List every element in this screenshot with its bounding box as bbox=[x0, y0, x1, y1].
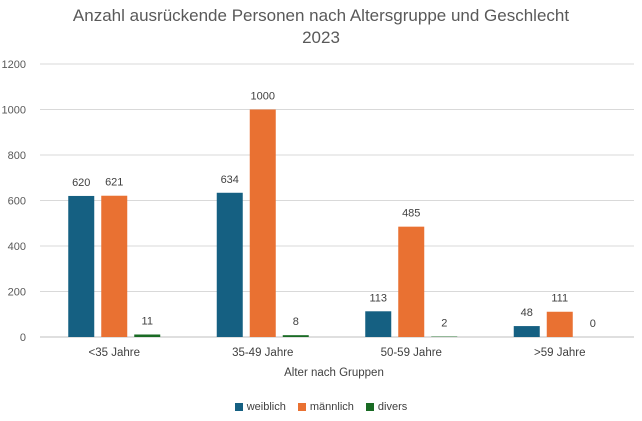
bar-weiblich-35-jahre bbox=[68, 195, 95, 337]
legend-label-maennlich: männlich bbox=[309, 401, 354, 413]
bar-m-nnlich-50-59-jahre bbox=[398, 226, 425, 337]
x-axis-ticks: <35 Jahre 35-49 Jahre 50-59 Jahre >59 Jahre bbox=[89, 347, 586, 359]
x-tick-label-35-49-jahre: 35-49 Jahre bbox=[232, 347, 293, 359]
y-tick-label-400: 400 bbox=[8, 241, 26, 253]
x-tick-label-50-59-jahre: 50-59 Jahre bbox=[381, 347, 442, 359]
bar-divers-35-jahre bbox=[134, 334, 161, 337]
bar-m-nnlich-35-49-jahre bbox=[249, 109, 276, 337]
bar-weiblich-35-49-jahre bbox=[216, 192, 243, 337]
x-axis-title: Alter nach Gruppen bbox=[284, 367, 384, 379]
y-tick-label-200: 200 bbox=[8, 287, 26, 299]
y-tick-label-800: 800 bbox=[8, 150, 26, 162]
bar-m-nnlich-59-jahre bbox=[546, 311, 573, 337]
bar-m-nnlich-35-jahre bbox=[101, 195, 128, 337]
bar-weiblich-50-59-jahre bbox=[365, 311, 392, 337]
legend-swatch-weiblich bbox=[234, 403, 243, 411]
data-label-m-nnlich-35-jahre: 621 bbox=[105, 177, 123, 189]
bars bbox=[68, 109, 573, 337]
data-label-weiblich-35-49-jahre: 634 bbox=[221, 174, 239, 186]
data-label-weiblich-50-59-jahre: 113 bbox=[369, 292, 387, 304]
data-labels: 620 621 11 634 1000 8 113 485 2 48 111 0 bbox=[72, 91, 596, 331]
x-tick-label-35-jahre: <35 Jahre bbox=[89, 347, 140, 359]
data-label-weiblich-35-jahre: 620 bbox=[72, 177, 90, 189]
chart-subtitle: 2023 bbox=[302, 28, 340, 47]
data-label-m-nnlich-50-59-jahre: 485 bbox=[402, 208, 420, 220]
data-label-divers-35-jahre: 11 bbox=[142, 315, 153, 327]
y-axis-ticks: 0 200 400 600 800 1000 1200 bbox=[2, 59, 26, 344]
y-tick-label-1200: 1200 bbox=[2, 59, 26, 71]
chart-title: Anzahl ausrückende Personen nach Altersg… bbox=[72, 6, 570, 25]
bar-weiblich-59-jahre bbox=[513, 326, 540, 337]
legend-swatch-maennlich bbox=[297, 403, 306, 411]
y-tick-label-1000: 1000 bbox=[2, 105, 26, 117]
gridlines bbox=[40, 63, 634, 338]
data-label-divers-35-49-jahre: 8 bbox=[293, 316, 299, 328]
legend: weiblich männlich divers bbox=[0, 401, 642, 413]
legend-label-weiblich: weiblich bbox=[246, 401, 286, 413]
legend-item-weiblich: weiblich bbox=[234, 401, 286, 413]
data-label-m-nnlich-59-jahre: 111 bbox=[551, 293, 568, 305]
legend-item-maennlich: männlich bbox=[297, 401, 354, 413]
legend-label-divers: divers bbox=[377, 401, 408, 413]
legend-swatch-divers bbox=[365, 403, 374, 411]
y-tick-label-0: 0 bbox=[20, 332, 26, 344]
data-label-divers-50-59-jahre: 2 bbox=[441, 318, 447, 330]
data-label-weiblich-59-jahre: 48 bbox=[521, 307, 533, 319]
data-label-m-nnlich-35-49-jahre: 1000 bbox=[251, 91, 275, 103]
bar-divers-35-49-jahre bbox=[282, 335, 309, 337]
legend-item-divers: divers bbox=[365, 401, 408, 413]
data-label-divers-59-jahre: 0 bbox=[590, 318, 596, 330]
y-tick-label-600: 600 bbox=[8, 196, 26, 208]
x-tick-label-59-jahre: >59 Jahre bbox=[534, 347, 585, 359]
